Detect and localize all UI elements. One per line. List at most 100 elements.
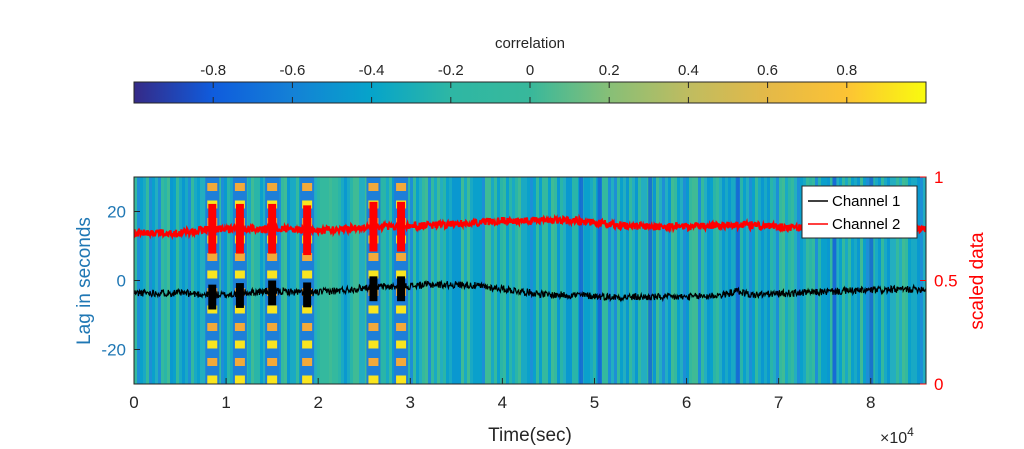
heatmap-blue-stripe	[735, 177, 740, 384]
heatmap-burst-band	[302, 340, 313, 349]
heatmap-column	[254, 177, 257, 384]
heatmap-burst-band	[234, 253, 245, 261]
heatmap-column	[569, 177, 572, 384]
heatmap-column	[713, 177, 716, 384]
heatmap-column	[677, 177, 680, 384]
heatmap-column	[407, 177, 410, 384]
correlation-heatmap	[134, 177, 926, 384]
heatmap-column	[422, 177, 425, 384]
heatmap-column	[797, 177, 800, 384]
heatmap-column	[827, 177, 830, 384]
heatmap-column	[539, 177, 542, 384]
heatmap-burst-band	[234, 358, 245, 366]
heatmap-column	[620, 177, 623, 384]
heatmap-column	[287, 177, 290, 384]
heatmap-column	[437, 177, 440, 384]
heatmap-column	[320, 177, 323, 384]
heatmap-column	[332, 177, 335, 384]
heatmap-column	[899, 177, 902, 384]
heatmap-column	[362, 177, 365, 384]
line-spike	[303, 205, 312, 256]
heatmap-column	[764, 177, 767, 384]
scaled-data-lines	[134, 201, 926, 310]
heatmap-burst-band	[396, 270, 407, 279]
heatmap-column	[446, 177, 449, 384]
colorbar-tick-label: 0.8	[836, 62, 857, 79]
colorbar-tick-label: -0.2	[438, 62, 464, 79]
heatmap-column	[227, 177, 230, 384]
heatmap-column	[770, 177, 773, 384]
heatmap-column	[566, 177, 569, 384]
heatmap-column	[521, 177, 524, 384]
heatmap-column	[653, 177, 656, 384]
colorbar-tick-label: -0.6	[279, 62, 305, 79]
heatmap-column	[812, 177, 815, 384]
heatmap-burst-band	[207, 305, 218, 314]
heatmap-column	[524, 177, 527, 384]
heatmap-column	[167, 177, 170, 384]
heatmap-column	[326, 177, 329, 384]
heatmap-column	[593, 177, 596, 384]
heatmap-column	[143, 177, 146, 384]
colorbar-tick-label: 0	[526, 62, 534, 79]
heatmap-burst-band	[396, 183, 407, 191]
y-tick-label: -20	[101, 341, 126, 360]
colorbar-tick-labels: -0.8 -0.6 -0.4 -0.2 0 0.2 0.4 0.6 0.8	[200, 62, 857, 79]
heatmap-column	[542, 177, 545, 384]
heatmap-column	[755, 177, 758, 384]
heatmap-column	[689, 177, 692, 384]
heatmap-column	[296, 177, 299, 384]
heatmap-column	[551, 177, 554, 384]
heatmap-column	[884, 177, 887, 384]
heatmap-column	[353, 177, 356, 384]
y2-tick-label: 1	[934, 168, 943, 187]
heatmap-column	[479, 177, 482, 384]
heatmap-column	[605, 177, 608, 384]
heatmap-column	[200, 177, 203, 384]
heatmap-column	[161, 177, 164, 384]
heatmap-column	[896, 177, 899, 384]
heatmap-column	[560, 177, 563, 384]
heatmap-column	[803, 177, 806, 384]
heatmap-column	[497, 177, 500, 384]
heatmap-column	[347, 177, 350, 384]
heatmap-column	[716, 177, 719, 384]
y-axis-ticks: -20 0 20	[101, 203, 140, 360]
heatmap-column	[482, 177, 485, 384]
heatmap-column	[179, 177, 182, 384]
y-tick-label: 20	[107, 203, 126, 222]
heatmap-column	[149, 177, 152, 384]
heatmap-column	[761, 177, 764, 384]
heatmap-burst-band	[267, 375, 278, 384]
legend-label-channel-1: Channel 1	[832, 193, 900, 210]
heatmap-column	[518, 177, 521, 384]
heatmap-column	[413, 177, 416, 384]
y2-tick-label: 0.5	[934, 272, 958, 291]
heatmap-column	[905, 177, 908, 384]
heatmap-column	[773, 177, 776, 384]
heatmap-burst-band	[267, 305, 278, 314]
heatmap-column	[314, 177, 317, 384]
heatmap-column	[380, 177, 383, 384]
heatmap-column	[257, 177, 260, 384]
heatmap-burst-band	[267, 323, 278, 331]
heatmap-column	[767, 177, 770, 384]
heatmap-column	[860, 177, 863, 384]
heatmap-column	[344, 177, 347, 384]
heatmap-column	[608, 177, 611, 384]
heatmap-column	[146, 177, 149, 384]
heatmap-column	[749, 177, 752, 384]
line-spike	[235, 203, 244, 254]
heatmap-column	[854, 177, 857, 384]
heatmap-column	[863, 177, 866, 384]
heatmap-column	[386, 177, 389, 384]
heatmap-column	[182, 177, 185, 384]
heatmap-column	[557, 177, 560, 384]
heatmap-column	[530, 177, 533, 384]
y-axis-label: Lag in seconds	[74, 217, 95, 345]
heatmap-column	[857, 177, 860, 384]
heatmap-column	[746, 177, 749, 384]
colorbar-label: correlation	[495, 35, 565, 52]
heatmap-column	[617, 177, 620, 384]
heatmap-column	[185, 177, 188, 384]
